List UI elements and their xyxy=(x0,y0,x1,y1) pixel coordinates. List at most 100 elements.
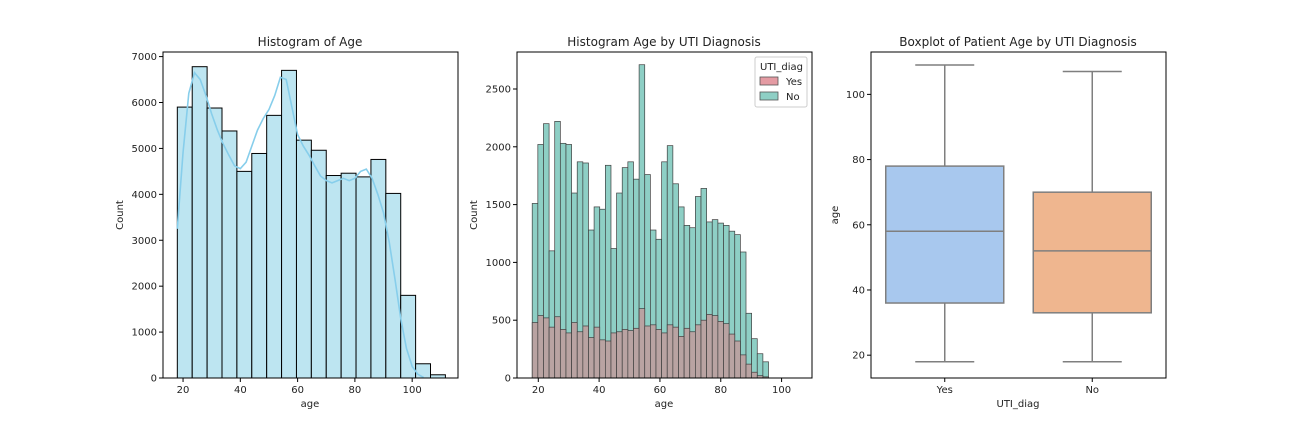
uti-yes-bar xyxy=(666,324,674,379)
uti-yes-bar xyxy=(740,354,747,379)
boxplot-x-tick-label: Yes xyxy=(936,385,953,396)
age-histogram-bar xyxy=(400,294,417,379)
uti-histogram-y-tick-label: 2500 xyxy=(486,84,511,95)
age-histogram-y-tick-label: 0 xyxy=(151,374,157,385)
age-histogram-bar xyxy=(206,107,223,379)
age-histogram-bar xyxy=(340,172,357,379)
age-histogram-y-tick-label: 2000 xyxy=(132,282,157,293)
age-histogram-xlabel: age xyxy=(301,399,320,410)
boxplot-marks xyxy=(885,64,1152,363)
uti-yes-bar xyxy=(554,316,561,379)
uti-yes-bar xyxy=(582,325,589,379)
boxplot-ylabel: age xyxy=(830,206,841,225)
uti-yes-bar xyxy=(706,314,713,379)
uti-yes-bar xyxy=(638,308,646,379)
age-histogram-x-tick-label: 60 xyxy=(291,385,304,396)
uti-yes-bar xyxy=(610,332,617,379)
age-histogram-marks xyxy=(176,66,446,379)
uti-yes-bar xyxy=(655,329,662,379)
boxplot-xlabel: UTI_diag xyxy=(997,399,1040,410)
boxplot-y-tick-label: 100 xyxy=(846,90,865,101)
uti-yes-bar xyxy=(571,322,578,379)
age-histogram-bar xyxy=(370,158,387,379)
boxplot-y-tick-label: 20 xyxy=(852,351,865,362)
uti-yes-bar xyxy=(683,327,691,379)
uti-histogram-y-tick-label: 500 xyxy=(492,316,511,327)
uti-histogram-frame xyxy=(516,51,813,379)
age-histogram-bar xyxy=(310,149,327,379)
uti-yes-bar xyxy=(616,331,623,379)
uti-histogram-legend: UTI_diag Yes No xyxy=(754,56,808,108)
uti-histogram-x-tick-label: 100 xyxy=(772,385,791,396)
uti-no-bar xyxy=(762,361,769,379)
uti-yes-bar xyxy=(745,363,752,379)
box-yes-iqr xyxy=(885,165,1005,304)
age-kde-line xyxy=(176,71,424,379)
legend-title: UTI_diag xyxy=(760,62,803,73)
uti-histogram-y-tick-label: 1500 xyxy=(486,200,511,211)
uti-yes-bar xyxy=(548,326,556,379)
age-histogram-x-tick-label: 40 xyxy=(234,385,247,396)
uti-histogram-x-tick-label: 20 xyxy=(532,385,545,396)
uti-yes-bar xyxy=(661,332,668,379)
age-histogram-bar xyxy=(221,130,238,379)
age-histogram-bar xyxy=(325,175,342,379)
uti-yes-bar xyxy=(576,331,584,379)
age-histogram-bar xyxy=(251,152,268,379)
age-histogram-bar xyxy=(355,176,372,379)
age-histogram-frame xyxy=(162,51,459,379)
age-histogram-bar xyxy=(295,139,312,379)
age-histogram-bar xyxy=(266,114,283,379)
uti-yes-bar xyxy=(531,322,539,379)
uti-yes-bar xyxy=(711,315,719,379)
uti-yes-bar xyxy=(672,326,679,379)
uti-yes-bar xyxy=(593,326,601,379)
uti-yes-bar xyxy=(751,371,758,379)
uti-yes-bar xyxy=(717,321,724,379)
uti-yes-bar xyxy=(537,315,544,379)
age-histogram-x-tick-label: 20 xyxy=(177,385,190,396)
uti-no-bar xyxy=(756,353,764,379)
boxplot-y-tick-label: 60 xyxy=(852,220,865,231)
uti-yes-bar xyxy=(644,325,651,379)
uti-yes-bar xyxy=(633,327,640,379)
uti-histogram-y-tick-label: 1000 xyxy=(486,258,511,269)
uti-histogram-y-tick-label: 0 xyxy=(505,374,511,385)
age-histogram-bar xyxy=(176,106,193,379)
boxplot-title: Boxplot of Patient Age by UTI Diagnosis xyxy=(899,35,1136,49)
age-histogram-y-tick-label: 6000 xyxy=(132,98,157,109)
uti-histogram-xlabel: age xyxy=(655,399,674,410)
boxplot-y-tick-label: 40 xyxy=(852,285,865,296)
boxplot-panel: Boxplot of Patient Age by UTI Diagnosis … xyxy=(830,35,1167,410)
uti-yes-bar xyxy=(723,323,730,379)
uti-yes-bar xyxy=(678,336,685,379)
age-histogram-title: Histogram of Age xyxy=(258,35,363,49)
uti-yes-bar xyxy=(650,324,657,379)
age-histogram-bar xyxy=(236,170,253,379)
age-histogram-y-tick-label: 7000 xyxy=(132,52,157,63)
age-histogram-y-tick-label: 3000 xyxy=(132,236,157,247)
uti-yes-bar xyxy=(599,339,606,379)
box-no-iqr xyxy=(1032,191,1152,314)
uti-yes-bar xyxy=(565,332,572,379)
boxplot-axes: Yes No 20 40 60 80 100 xyxy=(846,90,1099,396)
uti-yes-bar xyxy=(627,330,634,379)
age-histogram-y-tick-label: 5000 xyxy=(132,144,157,155)
boxplot-x-tick-label: No xyxy=(1085,385,1099,396)
uti-histogram-x-tick-label: 80 xyxy=(714,385,727,396)
uti-yes-bar xyxy=(695,324,702,379)
age-histogram-y-tick-label: 1000 xyxy=(132,328,157,339)
uti-histogram-ylabel: Count xyxy=(469,200,480,230)
legend-swatch-no xyxy=(759,91,779,101)
uti-histogram-y-tick-label: 2000 xyxy=(486,142,511,153)
uti-yes-bar xyxy=(734,340,741,379)
uti-yes-bar xyxy=(689,331,696,379)
boxplot-y-tick-label: 80 xyxy=(852,155,865,166)
legend-label-yes: Yes xyxy=(785,77,802,88)
uti-yes-bar xyxy=(621,329,629,379)
uti-histogram-x-tick-label: 60 xyxy=(654,385,667,396)
boxplot-frame xyxy=(870,51,1167,379)
